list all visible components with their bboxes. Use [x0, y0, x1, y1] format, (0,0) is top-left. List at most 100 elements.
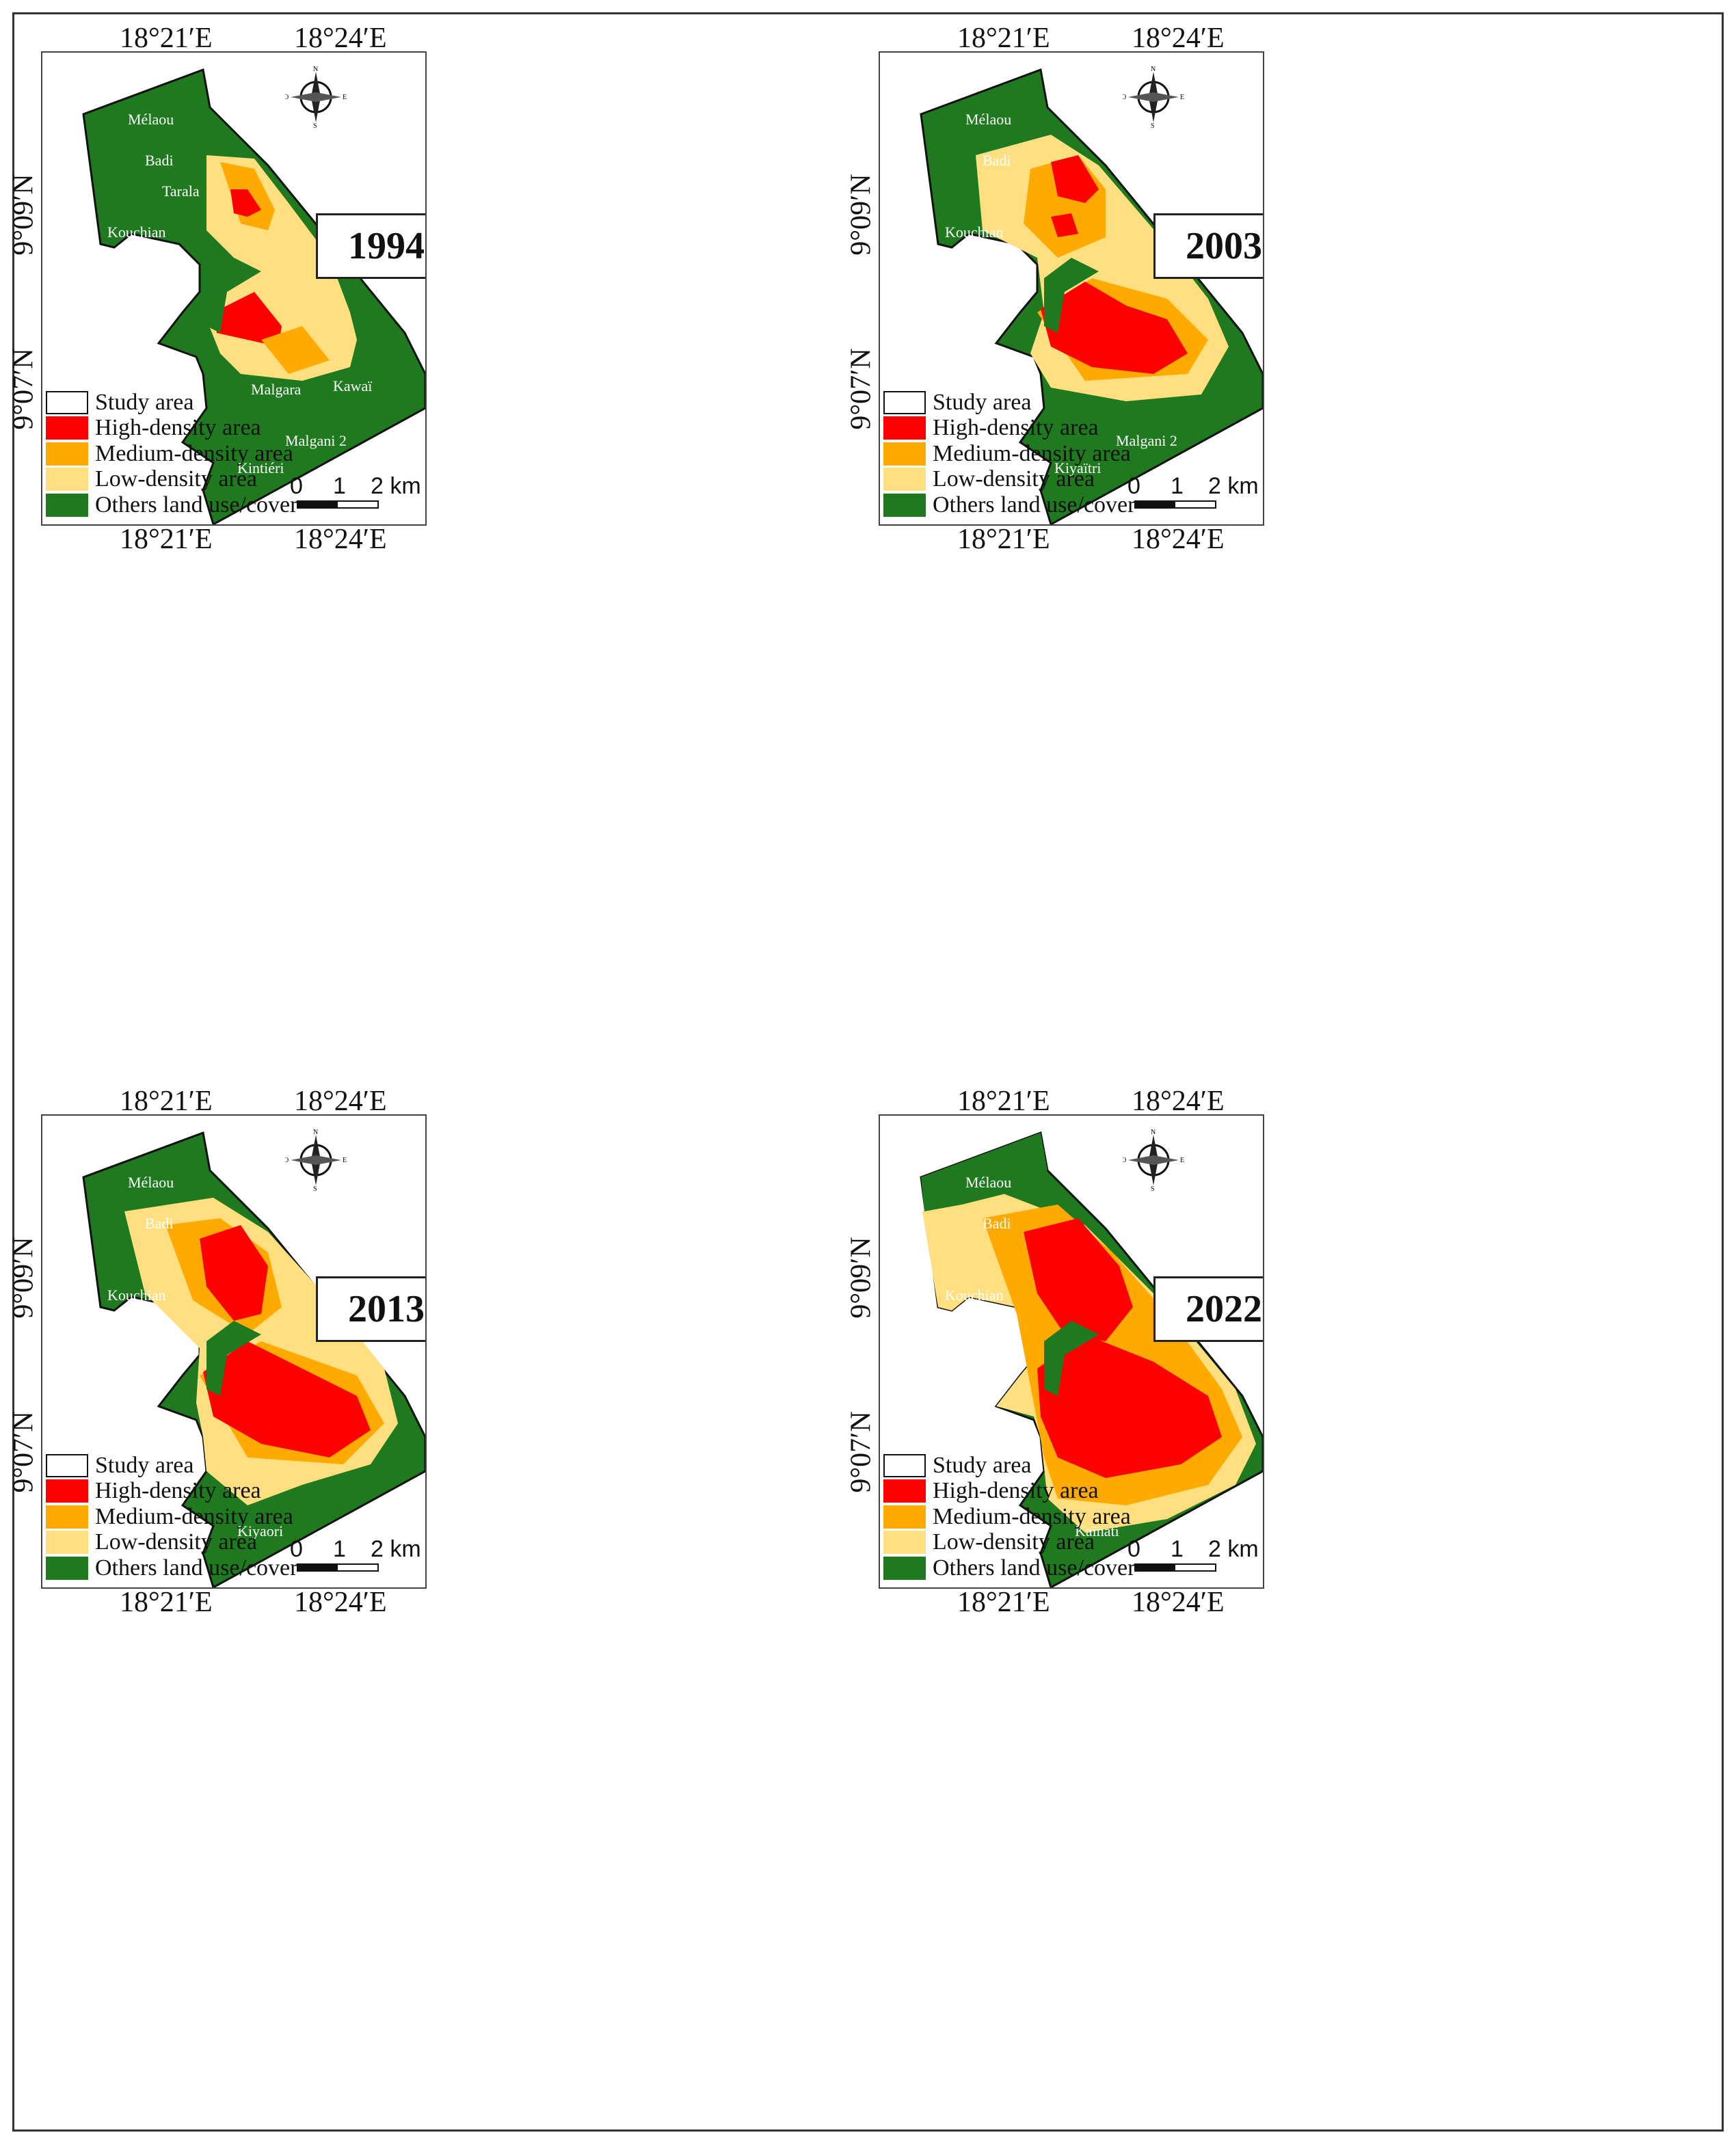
map-panel-2013: 18°21′E 18°24′E 18°21′E 18°24′E 9°09′N 9… — [8, 1084, 889, 2150]
legend-study-area: Study area — [883, 390, 1031, 415]
legend-low-density: Low-density area — [883, 466, 1095, 492]
scale-two: 2 km — [1208, 1536, 1259, 1562]
scale-bar — [297, 1563, 379, 1572]
lat-label-left-bottom: 9°07′N — [8, 348, 40, 430]
place-label: Tarala — [162, 183, 200, 200]
lon-label-bottom-left: 18°21′E — [957, 524, 1050, 555]
high-density-zone — [213, 292, 282, 347]
svg-text:S: S — [313, 122, 317, 128]
svg-text:E: E — [343, 1157, 347, 1164]
place-label: Kouchian — [945, 224, 1004, 241]
high-density-zone — [1037, 1334, 1222, 1478]
high-density-zone — [203, 1341, 371, 1457]
lon-label-top-right: 18°24′E — [294, 23, 387, 54]
legend-high-density: High-density area — [883, 1478, 1099, 1503]
legend-low-density: Low-density area — [883, 1529, 1095, 1555]
svg-text:N: N — [313, 66, 318, 73]
lat-label-left-top: 9°09′N — [8, 1237, 40, 1319]
green-belt — [1044, 1321, 1099, 1396]
map-frame: Mélaou Badi Tarala Kouchian Malgara Kawa… — [41, 51, 427, 526]
lon-label-top-left: 18°21′E — [120, 23, 213, 54]
lon-label-bottom-left: 18°21′E — [957, 1587, 1050, 1618]
place-label: Kiyaïtri — [1054, 459, 1101, 476]
year-label: 1994 — [316, 213, 425, 279]
place-label: Mélaou — [128, 111, 174, 128]
place-label: Kawaï — [333, 377, 372, 394]
high-density-zone — [230, 189, 261, 217]
scale-zero: 0 — [290, 1536, 303, 1562]
legend-others: Others land use/cover — [883, 492, 1135, 518]
scale-one: 1 — [333, 1536, 346, 1562]
legend-medium-density: Medium-density area — [46, 1504, 293, 1529]
scale-bar — [1134, 1563, 1216, 1572]
lat-label-left-top: 9°09′N — [8, 174, 40, 256]
place-label: Badi — [145, 1215, 174, 1232]
high-density-zone — [1024, 1218, 1133, 1341]
legend-medium-density: Medium-density area — [883, 1504, 1131, 1529]
lat-label-left-top: 9°09′N — [845, 1237, 877, 1319]
place-label: Malgani 2 — [285, 432, 347, 449]
svg-text:S: S — [1151, 1185, 1155, 1191]
lon-label-top-right: 18°24′E — [1132, 1086, 1225, 1117]
place-label: Badi — [983, 152, 1011, 169]
place-label: Kiyaori — [237, 1522, 283, 1540]
map-frame: Mélaou Badi Kouchian Malgani 2 Kiyaïtri … — [879, 51, 1264, 526]
lon-label-bottom-right: 18°24′E — [1132, 524, 1225, 555]
lon-label-top-left: 18°21′E — [957, 1086, 1050, 1117]
svg-text:N: N — [313, 1129, 318, 1136]
legend-medium-density: Medium-density area — [883, 441, 1131, 466]
scale-one: 1 — [1171, 1536, 1184, 1562]
svg-text:E: E — [1180, 94, 1184, 101]
year-label: 2022 — [1153, 1276, 1263, 1342]
svg-text:E: E — [1180, 1157, 1184, 1164]
legend-high-density: High-density area — [883, 415, 1099, 440]
lon-label-bottom-right: 18°24′E — [1132, 1587, 1225, 1618]
place-label: Kouchian — [107, 224, 166, 241]
legend-others: Others land use/cover — [883, 1555, 1135, 1581]
lon-label-top-right: 18°24′E — [1132, 23, 1225, 54]
svg-text:O: O — [1123, 94, 1126, 101]
lon-label-bottom-left: 18°21′E — [120, 1587, 213, 1618]
svg-text:N: N — [1151, 1129, 1156, 1136]
place-label: Kouchian — [945, 1287, 1004, 1304]
place-label: Mélaou — [965, 1174, 1011, 1191]
lon-label-top-left: 18°21′E — [957, 23, 1050, 54]
place-label: Malgara — [251, 381, 302, 398]
scale-bar — [297, 500, 379, 509]
green-belt — [206, 1321, 261, 1396]
figure-frame — [12, 12, 1724, 2132]
legend-low-density: Low-density area — [46, 466, 257, 492]
svg-text:S: S — [1151, 122, 1155, 128]
legend-study-area: Study area — [46, 1453, 193, 1478]
lon-label-bottom-left: 18°21′E — [120, 524, 213, 555]
green-belt — [206, 258, 261, 333]
svg-text:O: O — [285, 94, 289, 101]
legend-high-density: High-density area — [46, 415, 261, 440]
map-frame: Mélaou Badi Kouchian Kiyaori N S E O 201… — [41, 1114, 427, 1589]
legend-high-density: High-density area — [46, 1478, 261, 1503]
place-label: Kouchian — [107, 1287, 166, 1304]
year-label: 2003 — [1153, 213, 1263, 279]
place-label: Kintiéri — [237, 459, 284, 476]
map-panel-2022: 18°21′E 18°24′E 18°21′E 18°24′E 9°09′N 9… — [846, 1084, 1726, 2150]
place-label: Mélaou — [128, 1174, 174, 1191]
medium-density-zone — [261, 326, 330, 374]
place-label: Malgani 2 — [1116, 432, 1177, 449]
lat-label-left-bottom: 9°07′N — [845, 1411, 877, 1493]
lat-label-left-top: 9°09′N — [845, 174, 877, 256]
land-use-map: Mélaou Badi Kouchian Kaïnati — [920, 1131, 1263, 1587]
scale-zero: 0 — [1127, 1536, 1140, 1562]
svg-text:N: N — [1151, 66, 1156, 73]
svg-text:O: O — [1123, 1157, 1126, 1164]
high-density-zone — [1051, 213, 1078, 237]
scale-one: 1 — [333, 473, 346, 499]
scale-bar — [1134, 500, 1216, 509]
scale-two: 2 km — [371, 473, 421, 499]
place-label: Badi — [145, 152, 174, 169]
land-use-map: Mélaou Badi Kouchian Kiyaori — [82, 1131, 425, 1587]
place-label: Mélaou — [965, 111, 1011, 128]
north-arrow-icon: N S E O — [1123, 66, 1184, 128]
scale-two: 2 km — [1208, 473, 1259, 499]
high-density-zone — [1041, 282, 1188, 374]
green-north — [921, 1133, 1047, 1211]
